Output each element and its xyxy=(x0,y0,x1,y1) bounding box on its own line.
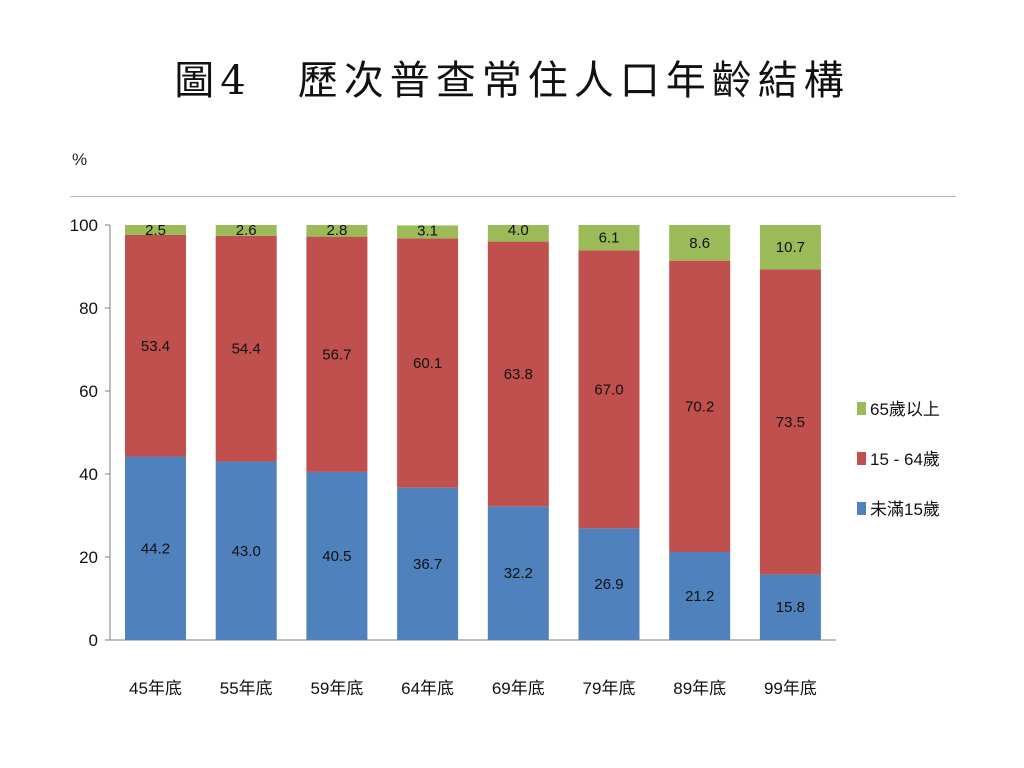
data-label: 21.2 xyxy=(685,588,714,605)
legend-label: 65歲以上 xyxy=(870,400,940,419)
bar-segment xyxy=(306,471,368,640)
data-label: 2.5 xyxy=(145,222,166,239)
bar-segment xyxy=(759,269,821,575)
data-label: 53.4 xyxy=(141,338,170,355)
bar-segment xyxy=(578,528,640,640)
bar-segment xyxy=(397,238,459,488)
chart-title: 圖4 歷次普查常住人口年齡結構 xyxy=(174,58,850,104)
data-label: 44.2 xyxy=(141,540,170,557)
data-label: 26.9 xyxy=(594,576,623,593)
divider-line xyxy=(70,196,956,197)
legend-swatch xyxy=(857,452,866,465)
bar-segment xyxy=(487,225,549,242)
data-label: 8.6 xyxy=(689,235,710,252)
y-tick-label: 0 xyxy=(89,631,98,650)
y-tick-label: 100 xyxy=(70,216,98,235)
data-label: 3.1 xyxy=(417,222,438,239)
legend-swatch xyxy=(857,402,866,415)
data-label: 4.0 xyxy=(508,222,529,239)
y-axis-unit-label: % xyxy=(72,150,88,169)
bar-segment xyxy=(215,235,277,462)
y-tick-label: 20 xyxy=(79,548,98,567)
data-label: 10.7 xyxy=(776,239,805,256)
data-label: 32.2 xyxy=(504,565,533,582)
bar-segment xyxy=(125,456,186,640)
legend-swatch xyxy=(857,502,866,515)
data-label: 15.8 xyxy=(776,599,805,616)
bar-segment xyxy=(397,487,459,640)
y-tick-label: 40 xyxy=(79,465,98,484)
bars: 44.2 53.4 2.5 45年底 43.0 54.4 2.6 55年底 40.5 56.7 2.… xyxy=(125,222,821,698)
bar-segment xyxy=(487,241,549,507)
bar-segment xyxy=(306,236,368,472)
data-label: 40.5 xyxy=(322,548,351,565)
data-label: 6.1 xyxy=(599,230,620,247)
data-label: 54.4 xyxy=(232,341,261,358)
bar-segment xyxy=(397,225,459,239)
bar-segment xyxy=(215,461,277,640)
y-tick-label: 60 xyxy=(79,382,98,401)
bar-segment xyxy=(669,552,731,640)
y-tick-label: 80 xyxy=(79,299,98,318)
data-label: 60.1 xyxy=(413,355,442,372)
data-label: 73.5 xyxy=(776,414,805,431)
legend-label: 15 - 64歲 xyxy=(870,450,940,469)
data-label: 56.7 xyxy=(322,346,351,363)
x-category-label: 79年底 xyxy=(583,679,636,698)
data-label: 36.7 xyxy=(413,556,442,573)
data-label: 63.8 xyxy=(504,366,533,383)
data-label: 67.0 xyxy=(594,381,623,398)
x-category-label: 99年底 xyxy=(764,679,817,698)
data-label: 2.8 xyxy=(326,222,347,239)
bar-segment xyxy=(759,574,821,640)
data-label: 2.6 xyxy=(236,222,257,239)
bar-segment xyxy=(669,225,731,261)
bar-segment xyxy=(759,225,821,270)
x-category-label: 64年底 xyxy=(401,679,454,698)
x-category-label: 69年底 xyxy=(492,679,545,698)
x-category-label: 45年底 xyxy=(129,679,182,698)
bar-segment xyxy=(578,225,640,251)
data-label: 70.2 xyxy=(685,398,714,415)
bar-segment xyxy=(125,234,186,457)
bar-segment xyxy=(215,225,277,236)
legend-label: 未滿15歲 xyxy=(870,500,940,519)
bar-segment xyxy=(125,225,186,235)
bar-segment xyxy=(306,225,368,237)
bar-segment xyxy=(578,250,640,529)
data-label: 43.0 xyxy=(232,543,261,560)
bar-segment xyxy=(487,506,549,640)
x-category-label: 89年底 xyxy=(673,679,726,698)
x-category-label: 55年底 xyxy=(220,679,273,698)
x-category-label: 59年底 xyxy=(310,679,363,698)
bar-segment xyxy=(669,260,731,553)
